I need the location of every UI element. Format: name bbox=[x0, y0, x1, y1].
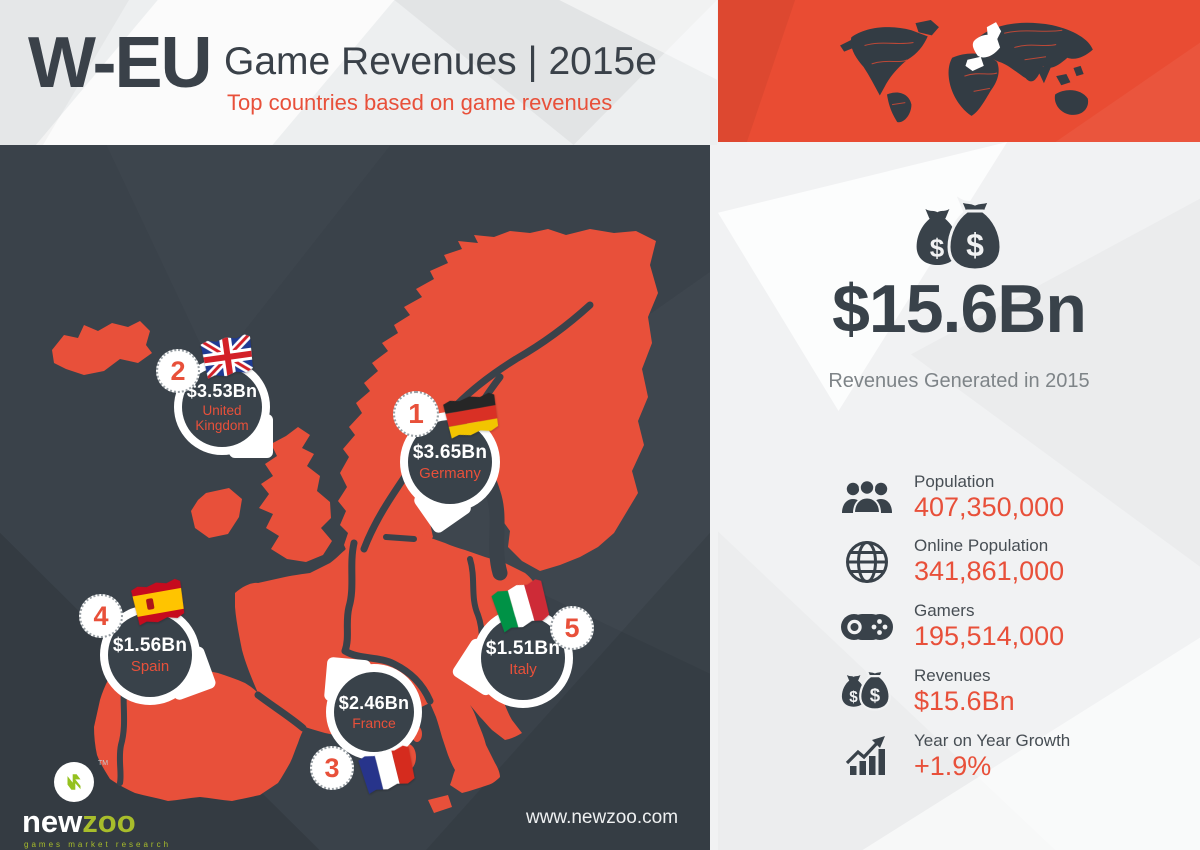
revenue-value: $3.53Bn bbox=[186, 380, 258, 401]
country-label: France bbox=[352, 714, 396, 731]
trademark-label: TM bbox=[98, 760, 109, 767]
country-label: United Kingdom bbox=[195, 402, 249, 433]
continental-europe-landmass bbox=[94, 493, 548, 801]
country-label: Italy bbox=[509, 660, 537, 678]
growth-icon bbox=[845, 735, 885, 775]
map-pin-spain: $1.56Bn Spain bbox=[100, 605, 218, 705]
online-population-icon bbox=[846, 540, 888, 583]
spain-flag-icon bbox=[130, 578, 187, 632]
europe-map-panel: $3.65Bn Germany $3.53Bn United Kingdom $… bbox=[0, 145, 710, 850]
svg-text:$: $ bbox=[870, 684, 881, 705]
sicily-landmass bbox=[428, 795, 452, 813]
page-subtitle: Top countries based on game revenues bbox=[227, 90, 613, 115]
svg-text:$: $ bbox=[849, 689, 858, 706]
italy-flag-icon bbox=[490, 578, 553, 639]
logo-tagline: games market research bbox=[24, 840, 172, 849]
rank-badge-2: 2 bbox=[156, 349, 200, 393]
great-britain-landmass bbox=[259, 427, 332, 562]
newzoo-logo: TM newzoo games market research bbox=[20, 760, 210, 849]
population-icon bbox=[842, 479, 892, 514]
stat-label: Gamers bbox=[914, 601, 975, 620]
page-title: Game Revenues | 2015e bbox=[224, 40, 657, 83]
newzoo-mark-icon bbox=[54, 762, 94, 802]
map-pin-france: $2.46Bn France bbox=[323, 656, 422, 760]
world-map-icon bbox=[840, 20, 1093, 123]
rank-badge-1: 1 bbox=[393, 391, 439, 437]
map-pin-italy: $1.51Bn Italy bbox=[450, 608, 573, 708]
revenue-value: $2.46Bn bbox=[338, 692, 410, 713]
stat-value: 341,861,000 bbox=[914, 556, 1065, 586]
stat-value: +1.9% bbox=[914, 751, 992, 781]
header: W-EU Game Revenues | 2015e Top countries… bbox=[0, 0, 717, 145]
ireland-landmass bbox=[191, 488, 242, 538]
newzoo-wordmark: newzoo bbox=[22, 804, 136, 839]
rank-badge-3: 3 bbox=[310, 746, 354, 790]
country-label: Spain bbox=[130, 657, 170, 675]
france-flag-icon bbox=[357, 744, 418, 800]
germany-flag-icon bbox=[442, 392, 501, 445]
svg-text:$: $ bbox=[930, 233, 945, 263]
total-revenue-caption: Revenues Generated in 2015 bbox=[828, 370, 1090, 392]
stat-row-revenues: $ $ Revenues $15.6Bn bbox=[836, 666, 1015, 717]
country-label: Germany bbox=[419, 464, 481, 482]
stat-row-online-population: Online Population 341,861,000 bbox=[836, 536, 1064, 587]
stat-row-gamers: Gamers 195,514,000 bbox=[836, 601, 1064, 652]
money-bags-icon: $ $ bbox=[916, 196, 1003, 272]
stats-panel: $ $ $15.6Bn Revenues Generated in 2015 P… bbox=[718, 142, 1200, 850]
iceland-landmass bbox=[52, 321, 152, 375]
stat-label: Population bbox=[914, 472, 995, 491]
revenue-value: $1.51Bn bbox=[485, 637, 561, 659]
stat-row-population: Population 407,350,000 bbox=[836, 472, 1064, 523]
revenue-value: $3.65Bn bbox=[412, 441, 488, 463]
rank-badge-5: 5 bbox=[550, 606, 594, 650]
revenues-icon: $ $ bbox=[841, 666, 891, 711]
stat-value: $15.6Bn bbox=[914, 686, 1015, 716]
rank-badge-4: 4 bbox=[79, 594, 123, 638]
total-revenue-value: $15.6Bn bbox=[832, 271, 1087, 347]
uk-flag-icon bbox=[200, 334, 256, 386]
stat-label: Year on Year Growth bbox=[914, 731, 1071, 750]
svg-text:$: $ bbox=[966, 227, 984, 263]
world-banner bbox=[718, 0, 1200, 142]
stat-value: 407,350,000 bbox=[914, 492, 1065, 522]
region-title: W-EU bbox=[28, 23, 213, 103]
stat-label: Revenues bbox=[914, 666, 991, 685]
stat-label: Online Population bbox=[914, 536, 1049, 555]
stat-row-growth: Year on Year Growth +1.9% bbox=[836, 731, 1070, 782]
website-url[interactable]: www.newzoo.com bbox=[525, 807, 679, 828]
revenue-value: $1.56Bn bbox=[112, 634, 188, 656]
gamers-icon bbox=[841, 613, 893, 640]
stat-value: 195,514,000 bbox=[914, 621, 1065, 651]
